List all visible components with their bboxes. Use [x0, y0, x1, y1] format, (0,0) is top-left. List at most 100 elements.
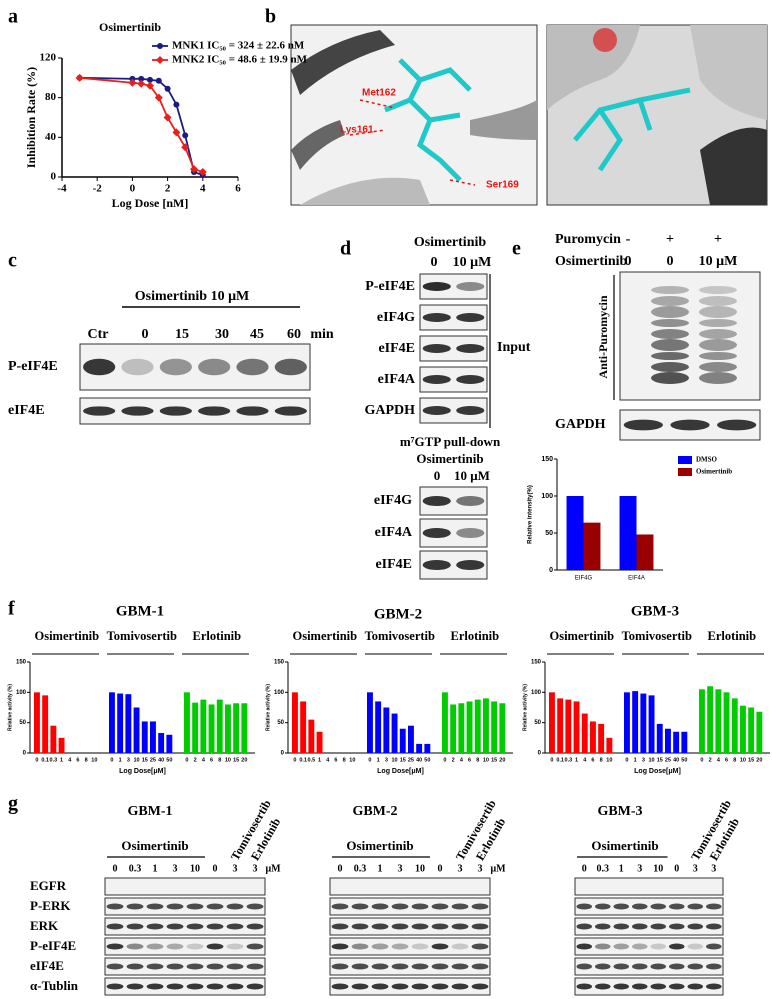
lane-label: 15: [175, 327, 189, 342]
bar: [208, 704, 215, 753]
chart-title: GBM-3: [631, 603, 679, 619]
row-label: GAPDH: [364, 403, 415, 418]
legend-marker: [156, 56, 164, 64]
x-tick-label: 0: [625, 757, 628, 763]
bar: [740, 705, 746, 753]
y-axis-title: Relative intensity(%): [528, 485, 534, 544]
bar: [300, 701, 307, 753]
marker: [138, 75, 145, 82]
row-label: P-eIF4E: [365, 279, 415, 294]
band: [83, 406, 116, 416]
lane-label: 10: [653, 863, 663, 874]
lane-label: 30: [215, 327, 229, 342]
bar: [424, 743, 431, 753]
band: [687, 923, 704, 930]
x-tick-label: 2: [452, 757, 455, 763]
bar: [549, 692, 555, 753]
blot: [329, 957, 491, 976]
smear: [699, 339, 737, 351]
marker: [147, 76, 153, 83]
marker: [163, 113, 172, 122]
bar: [141, 721, 148, 753]
band: [613, 983, 630, 990]
band: [126, 903, 144, 910]
band: [650, 943, 667, 950]
lane-label: 10 μM: [699, 254, 738, 269]
blot: [104, 957, 266, 976]
x-tick-label: 4: [583, 757, 587, 763]
band: [456, 375, 485, 384]
ribbon: [300, 177, 430, 205]
y-tick-label: 150: [541, 456, 553, 463]
lane-label: 0.3: [597, 863, 610, 874]
x-tick-label: 6: [468, 757, 471, 763]
x-tick-label: 10: [648, 757, 654, 763]
x-tick-label: 6: [334, 757, 337, 763]
blot: [329, 897, 491, 916]
blot: [104, 897, 266, 916]
bar: [756, 711, 763, 753]
bar: [499, 703, 506, 753]
blot-label: Anti-Puromycin: [596, 295, 610, 378]
band: [331, 923, 349, 930]
band: [331, 963, 349, 970]
blot: [329, 877, 491, 896]
band: [186, 963, 204, 970]
band: [126, 983, 144, 990]
row-label: Osimertinib: [555, 254, 628, 269]
surface: [547, 25, 640, 110]
x-axis-title: Log Dose[μM]: [634, 768, 681, 775]
smear: [699, 372, 737, 384]
band: [331, 983, 349, 990]
marker: [75, 73, 84, 82]
panel-label: e: [512, 238, 521, 260]
smear: [651, 306, 689, 318]
band: [668, 943, 685, 950]
legend-label: MNK1 IC₅₀ = 324 ± 22.6 nM: [172, 40, 305, 52]
band: [456, 344, 485, 353]
band: [166, 963, 184, 970]
band: [106, 943, 124, 950]
lane-label: 60: [287, 327, 301, 342]
band: [351, 943, 369, 950]
band: [456, 527, 485, 539]
band: [471, 923, 489, 930]
bar: [483, 698, 489, 753]
residue-label: Lys161: [340, 125, 374, 136]
bar: [216, 699, 223, 753]
band: [705, 943, 722, 950]
bar: [416, 743, 423, 753]
blot: [574, 977, 724, 996]
band: [451, 923, 469, 930]
band: [274, 358, 307, 376]
y-tick-label: 100: [274, 690, 285, 696]
band: [146, 963, 164, 970]
bar: [166, 734, 173, 753]
bar: [665, 728, 671, 753]
x-tick-label: 1: [119, 757, 122, 763]
x-tick-label: 8: [600, 757, 603, 763]
band: [668, 923, 685, 930]
x-tick-label: 10: [91, 757, 97, 763]
lane-label: 0: [667, 254, 674, 269]
smear: [651, 319, 689, 327]
band: [451, 943, 469, 950]
marker: [137, 79, 146, 88]
band: [411, 903, 429, 910]
band: [451, 983, 469, 990]
lane-label: 0.3: [129, 863, 142, 874]
marker: [190, 165, 198, 174]
band: [371, 923, 389, 930]
blot: [104, 917, 266, 936]
x-tick-label: 0: [443, 757, 446, 763]
x-tick-label: 4: [202, 757, 206, 763]
blot: [574, 937, 724, 956]
blot-title: GBM-2: [352, 804, 397, 819]
row-label: P-ERK: [30, 898, 71, 913]
x-tick-label: 40: [158, 757, 164, 763]
band: [431, 923, 449, 930]
x-tick-label: 8: [476, 757, 479, 763]
chart-title: GBM-2: [374, 606, 422, 622]
chart-title: Osimertinib: [99, 20, 161, 34]
lane-label: 0: [434, 468, 441, 483]
